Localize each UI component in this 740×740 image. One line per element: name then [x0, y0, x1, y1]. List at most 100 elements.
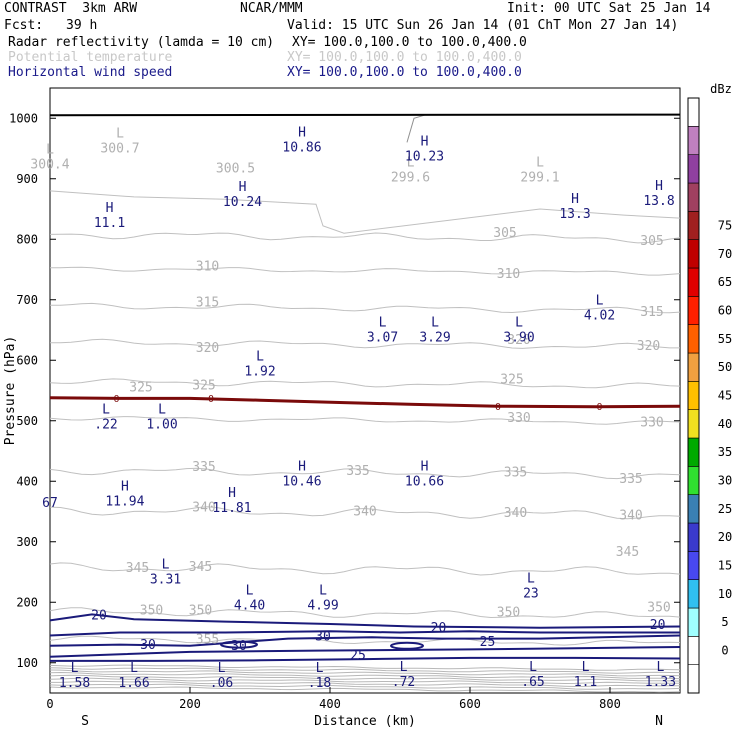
zero-label: 0 — [208, 394, 214, 405]
theta-label: 310 — [497, 267, 520, 282]
theta-label: 340 — [192, 501, 215, 516]
extremum-value: 10.24 — [223, 195, 262, 210]
extremum-value: 67 — [42, 496, 58, 511]
extremum-value: .72 — [392, 675, 415, 690]
extremum-value: 4.02 — [584, 309, 615, 324]
theta-label: 350 — [189, 604, 212, 619]
colorbar-level: 75 — [718, 219, 732, 233]
colorbar-level: 50 — [718, 360, 732, 374]
y-tick-label: 600 — [16, 353, 38, 367]
colorbar-level: 65 — [718, 275, 732, 289]
theta-label: 315 — [640, 305, 663, 320]
x-tick-label: 800 — [599, 697, 621, 711]
theta-label: 345 — [189, 560, 212, 575]
wind-label: 20 — [650, 618, 666, 633]
theta-label: 350 — [497, 605, 520, 620]
wind-label: 30 — [315, 630, 331, 645]
theta-extremum-marker: L — [536, 156, 544, 171]
colorbar-level: 0 — [721, 644, 728, 658]
wind-label: 20 — [91, 608, 107, 623]
extremum-value: .18 — [308, 676, 331, 691]
y-tick-label: 500 — [16, 414, 38, 428]
extremum-marker: L — [582, 660, 590, 675]
zero-label: 0 — [596, 402, 602, 413]
theta-extremum-value: 300.7 — [100, 142, 139, 157]
theta-contour — [49, 378, 681, 389]
colorbar-swatch — [687, 664, 700, 694]
wind-contour-20 — [49, 613, 681, 629]
extremum-value: 1.33 — [645, 675, 676, 690]
theta-contour-upper — [50, 680, 680, 688]
extremum-marker: H — [571, 192, 579, 207]
theta-contour-upper — [49, 669, 681, 677]
extremum-value: 3.07 — [367, 330, 398, 345]
extremum-marker: L — [246, 583, 254, 598]
extremum-value: 1.1 — [574, 675, 597, 690]
colorbar-swatch — [687, 636, 700, 665]
theta-contour — [49, 562, 681, 576]
extremum-value: 11.1 — [94, 216, 125, 231]
theta-contour — [49, 607, 681, 619]
theta-label: 350 — [140, 604, 163, 619]
x-tick-label: 200 — [179, 697, 201, 711]
extremum-marker: L — [71, 661, 79, 676]
theta-extremum-marker: L — [116, 127, 124, 142]
theta-contour-upper — [49, 664, 681, 671]
field-wind: Horizontal wind speed — [8, 65, 173, 80]
y-tick-label: 200 — [16, 595, 38, 609]
extremum-marker: H — [239, 180, 247, 195]
valid-time: Valid: 15 UTC Sun 26 Jan 14 (01 ChT Mon … — [287, 18, 679, 33]
field-wind-xy: XY= 100.0,100.0 to 100.0,400.0 — [287, 65, 522, 80]
field-reflectivity-xy: XY= 100.0,100.0 to 100.0,400.0 — [292, 35, 527, 50]
theta-contour — [49, 467, 681, 480]
plot-frame — [49, 87, 681, 694]
theta-label: 335 — [346, 464, 369, 479]
colorbar-swatch — [687, 296, 700, 325]
colorbar-unit: dBz — [710, 82, 732, 96]
extremum-value: 4.40 — [234, 598, 265, 613]
field-theta-xy: XY= 100.0,100.0 to 100.0,400.0 — [287, 50, 522, 65]
theta-contour — [49, 338, 680, 349]
theta-label: 325 — [192, 378, 215, 393]
theta-label: 335 — [192, 460, 215, 475]
theta-extremum-value: 300.4 — [30, 157, 69, 172]
forecast-label: Fcst: — [4, 18, 44, 33]
surface-extremum-value: 10.86 — [282, 140, 321, 155]
y-tick-label: 700 — [16, 293, 38, 307]
colorbar-swatch — [687, 352, 700, 382]
colorbar-level: 45 — [718, 389, 732, 403]
wind-contour-30 — [49, 646, 681, 658]
colorbar-swatch — [687, 182, 700, 212]
wind-label: 25 — [350, 648, 366, 663]
y-tick-label: 400 — [16, 474, 38, 488]
extremum-marker: H — [298, 459, 306, 474]
colorbar-level: 60 — [718, 304, 732, 318]
wind-label: 25 — [480, 635, 496, 650]
colorbar-swatch — [687, 239, 700, 269]
y-tick-label: 100 — [16, 656, 38, 670]
colorbar-swatch — [687, 579, 700, 609]
extremum-marker: L — [130, 661, 138, 676]
theta-contour-upper — [49, 677, 681, 685]
theta-label: 335 — [504, 466, 527, 481]
theta-label: 335 — [619, 472, 642, 487]
init-time: Init: 00 UTC Sat 25 Jan 14 — [507, 1, 711, 16]
colorbar-swatch — [687, 126, 700, 155]
theta-label: 315 — [196, 296, 219, 311]
colorbar-level: 25 — [718, 502, 732, 516]
theta-extremum-marker: L — [46, 142, 54, 157]
colorbar-level: 10 — [718, 587, 732, 601]
extremum-marker: L — [656, 660, 664, 675]
colorbar-swatch — [687, 494, 700, 524]
y-tick-label: 300 — [16, 535, 38, 549]
south-label: S — [81, 714, 89, 729]
theta-label: 320 — [196, 341, 219, 356]
extremum-value: 4.99 — [307, 598, 338, 613]
colorbar-swatch — [687, 324, 700, 354]
extremum-marker: L — [431, 315, 439, 330]
theta-contour-upper — [49, 686, 681, 693]
colorbar-level: 55 — [718, 332, 732, 346]
extremum-value: 10.66 — [405, 474, 444, 489]
colorbar-level: 35 — [718, 445, 732, 459]
wind-contour-30b — [49, 634, 681, 647]
